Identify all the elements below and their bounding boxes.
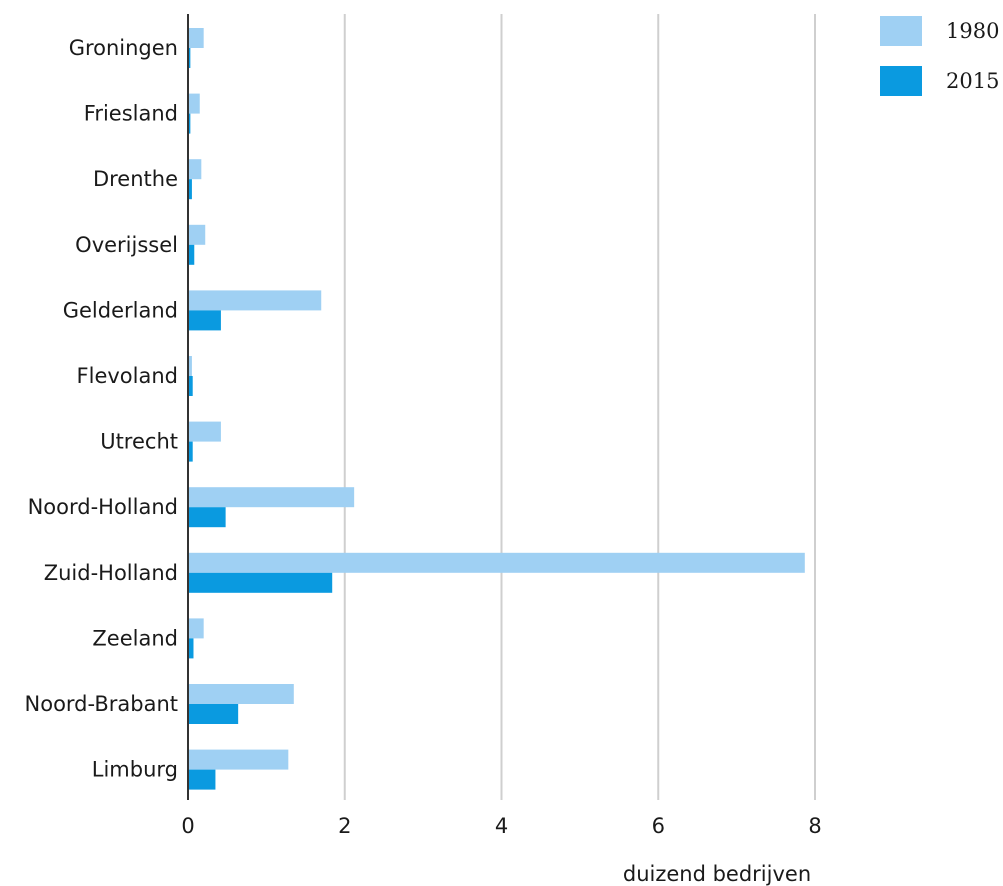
category-label: Flevoland — [77, 364, 178, 388]
x-tick-label: 8 — [808, 814, 821, 838]
x-tick-label: 6 — [652, 814, 665, 838]
bar-2015-overijssel — [188, 244, 195, 265]
gridlines — [343, 14, 816, 800]
bar-2015-zeeland — [188, 638, 194, 659]
bar-2015-friesland — [188, 113, 191, 134]
legend-label-1980: 1980 — [946, 19, 999, 43]
x-tick-label: 4 — [495, 814, 508, 838]
bar-1980-noord-holland — [188, 487, 355, 508]
bar-2015-limburg — [188, 769, 216, 790]
category-label: Friesland — [84, 102, 178, 126]
bar-1980-drenthe — [188, 159, 202, 180]
category-label: Zeeland — [92, 626, 178, 650]
category-label: Utrecht — [100, 430, 178, 454]
category-label: Limburg — [92, 758, 178, 782]
bar-2015-groningen — [188, 48, 191, 68]
bar-2015-utrecht — [188, 441, 193, 462]
bar-1980-limburg — [188, 749, 289, 770]
x-tick-labels: 0 2 4 6 8 — [181, 814, 821, 838]
bar-2015-gelderland — [188, 310, 221, 331]
legend-label-2015: 2015 — [946, 69, 999, 93]
bar-1980-friesland — [188, 93, 200, 114]
category-label: Overijssel — [75, 233, 178, 257]
x-tick-label: 2 — [338, 814, 351, 838]
bar-2015-noord-holland — [188, 507, 226, 528]
bar-1980-gelderland — [188, 290, 322, 311]
bar-2015-drenthe — [188, 179, 192, 200]
bar-1980-noord-brabant — [188, 684, 294, 704]
bars — [188, 28, 805, 790]
category-label: Gelderland — [63, 298, 178, 322]
bar-1980-zuid-holland — [188, 552, 805, 573]
category-label: Zuid-Holland — [44, 561, 178, 585]
bar-2015-noord-brabant — [188, 704, 239, 724]
bar-2015-zuid-holland — [188, 572, 333, 593]
bar-1980-utrecht — [188, 421, 221, 442]
bar-2015-flevoland — [188, 376, 193, 396]
legend-swatch-1980 — [880, 16, 922, 46]
x-tick-label: 0 — [181, 814, 194, 838]
legend: 1980 2015 — [880, 16, 999, 96]
category-label: Noord-Holland — [28, 495, 178, 519]
category-label: Noord-Brabant — [25, 692, 178, 716]
category-label: Groningen — [69, 36, 178, 60]
bar-1980-zeeland — [188, 618, 204, 639]
bar-1980-overijssel — [188, 224, 206, 245]
bar-1980-groningen — [188, 28, 204, 48]
x-axis-title: duizend bedrijven — [623, 862, 811, 886]
category-label: Drenthe — [93, 167, 178, 191]
legend-swatch-2015 — [880, 66, 922, 96]
bar-1980-flevoland — [188, 356, 192, 376]
category-labels: Groningen Friesland Drenthe Overijssel Gelde… — [25, 36, 178, 782]
